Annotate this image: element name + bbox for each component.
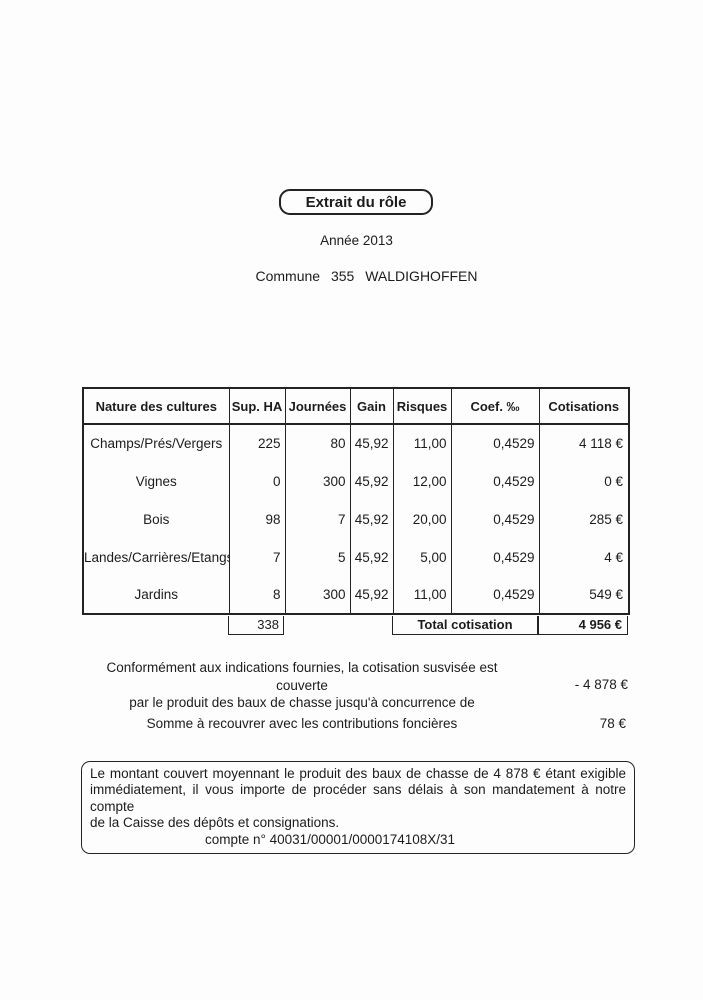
commune-label: Commune	[255, 268, 321, 284]
cell-journees: 80	[284, 424, 351, 462]
notice-line-3: de la Caisse des dépôts et consignations…	[90, 815, 340, 831]
contributions-table: Nature des cultures Sup. HA Journées Gai…	[82, 387, 630, 615]
cell-gain: 45,92	[349, 500, 394, 538]
cell-cotisations: 285 €	[538, 500, 630, 538]
commune-code: 355	[330, 268, 355, 284]
cell-coef: 0,4529	[450, 538, 540, 576]
cell-nature: Champs/Prés/Vergers	[82, 424, 230, 462]
total-sup-ha-box: 338	[228, 616, 284, 635]
table-header-row: Nature des cultures Sup. HA Journées Gai…	[82, 388, 630, 425]
cell-cotisations: 0 €	[538, 462, 630, 500]
cell-sup-ha: 8	[228, 576, 286, 614]
table-row: Landes/Carrières/Etangs 7 5 45,92 5,00 0…	[82, 538, 630, 576]
year-line: Année 2013	[320, 233, 393, 248]
cell-cotisations: 4 118 €	[538, 424, 630, 462]
cell-nature: Vignes	[82, 462, 230, 500]
cell-gain: 45,92	[349, 576, 394, 614]
total-cotisation-value-box: 4 956 €	[538, 616, 628, 635]
cell-sup-ha: 98	[228, 500, 286, 538]
coverage-paragraph: Conformément aux indications fournies, l…	[82, 659, 522, 712]
cell-coef: 0,4529	[450, 424, 540, 462]
cell-risques: 20,00	[392, 500, 452, 538]
notice-account-line: compte n° 40031/00001/0000174108X/31	[204, 831, 456, 847]
cell-risques: 11,00	[392, 576, 452, 614]
cell-coef: 0,4529	[450, 500, 540, 538]
table-row: Champs/Prés/Vergers 225 80 45,92 11,00 0…	[82, 424, 630, 462]
header-nature: Nature des cultures	[82, 388, 230, 425]
header-cotisations: Cotisations	[538, 388, 630, 425]
notice-line-1: Le montant couvert moyennant le produit …	[90, 766, 626, 781]
cell-sup-ha: 0	[228, 462, 286, 500]
cell-cotisations: 4 €	[538, 538, 630, 576]
recover-label: Somme à recouvrer avec les contributions…	[146, 716, 458, 731]
header-journees: Journées	[284, 388, 351, 425]
cell-nature: Landes/Carrières/Etangs	[82, 538, 230, 576]
commune-line: Commune 355 WALDIGHOFFEN	[30, 268, 703, 284]
cell-nature: Jardins	[82, 576, 230, 614]
table-row: Jardins 8 300 45,92 11,00 0,4529 549 €	[82, 576, 630, 614]
coverage-amount: - 4 878 €	[574, 677, 628, 692]
table-row: Bois 98 7 45,92 20,00 0,4529 285 €	[82, 500, 630, 538]
recover-amount: 78 €	[599, 716, 626, 731]
cell-gain: 45,92	[349, 538, 394, 576]
notice-line-2: immédiatement, il vous importe de procéd…	[90, 782, 626, 814]
cell-risques: 12,00	[392, 462, 452, 500]
cell-journees: 300	[284, 462, 351, 500]
commune-name: WALDIGHOFFEN	[365, 268, 478, 284]
cell-risques: 5,00	[392, 538, 452, 576]
header-coef: Coef. ‰	[450, 388, 540, 425]
header-risques: Risques	[392, 388, 452, 425]
cell-coef: 0,4529	[450, 462, 540, 500]
cell-journees: 5	[284, 538, 351, 576]
cell-gain: 45,92	[349, 462, 394, 500]
cell-coef: 0,4529	[450, 576, 540, 614]
total-cotisation-label-box: Total cotisation	[392, 616, 538, 635]
cell-gain: 45,92	[349, 424, 394, 462]
header-gain: Gain	[349, 388, 394, 425]
coverage-line-2: par le produit des baux de chasse jusqu'…	[129, 695, 475, 710]
cell-cotisations: 549 €	[538, 576, 630, 614]
cell-journees: 300	[284, 576, 351, 614]
cell-sup-ha: 225	[228, 424, 286, 462]
payment-notice-box: Le montant couvert moyennant le produit …	[81, 761, 635, 855]
cell-nature: Bois	[82, 500, 230, 538]
cell-risques: 11,00	[392, 424, 452, 462]
table-row: Vignes 0 300 45,92 12,00 0,4529 0 €	[82, 462, 630, 500]
coverage-line-1: Conformément aux indications fournies, l…	[106, 660, 498, 693]
cell-sup-ha: 7	[228, 538, 286, 576]
header-sup-ha: Sup. HA	[228, 388, 286, 425]
cell-journees: 7	[284, 500, 351, 538]
document-title-box: Extrait du rôle	[279, 189, 433, 215]
document-title: Extrait du rôle	[305, 194, 407, 211]
